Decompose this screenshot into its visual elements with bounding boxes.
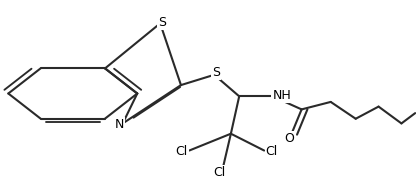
- Text: Cl: Cl: [176, 145, 188, 158]
- Text: Cl: Cl: [213, 166, 225, 179]
- Text: NH: NH: [272, 89, 291, 102]
- Text: O: O: [284, 131, 294, 145]
- Text: Cl: Cl: [265, 145, 278, 158]
- Text: N: N: [115, 118, 124, 131]
- Text: S: S: [212, 66, 220, 79]
- Text: S: S: [158, 16, 166, 29]
